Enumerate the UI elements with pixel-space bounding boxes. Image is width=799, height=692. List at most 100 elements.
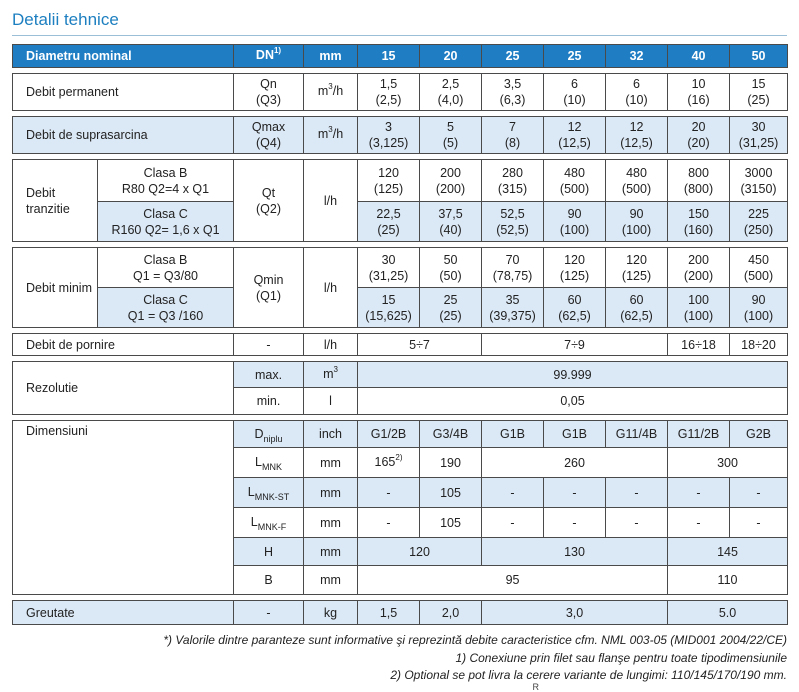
unit-cell: l/h <box>303 159 359 242</box>
value-cell: 145 <box>667 537 789 566</box>
value-cell: 105 <box>419 507 483 538</box>
symbol-cell: max. <box>233 361 305 388</box>
row-debit-suprasarcina: Debit de suprasarcina Qmax (Q4) m3/h 3 (3,… <box>11 116 789 154</box>
value-cell: 7÷9 <box>481 333 669 356</box>
value-cell: 90 (100) <box>543 201 607 242</box>
row-dim-dniplu: Dimensiuni Dniplu inch G1/2B G3/4B G1B G… <box>11 420 789 595</box>
header-col: 25 <box>481 44 545 68</box>
row-label: Debit de suprasarcina <box>11 116 235 154</box>
row-debit-tranzitie-b: Debit tranzitie Clasa B R80 Q2=4 x Q1 Qt (Q… <box>12 159 789 242</box>
value-cell: 15 (15,625) <box>357 287 421 328</box>
row-debit-pornire: Debit de pornire - l/h 5÷7 7÷9 16÷18 18÷… <box>11 333 789 356</box>
row-label: Rezolutie <box>11 361 235 415</box>
value-cell: 16÷18 <box>667 333 731 356</box>
row-debit-minim-b: Debit minim Clasa B Q1 = Q3/80 Qmin (Q1) l… <box>12 247 789 328</box>
unit-cell: mm <box>303 507 359 538</box>
value-cell: 105 <box>419 477 483 508</box>
unit-cell: l <box>303 387 359 415</box>
symbol-cell: Qn (Q3) <box>233 73 305 111</box>
symbol-cell: Dniplu <box>233 420 305 448</box>
row-label: Debit tranzitie <box>12 159 98 242</box>
symbol-cell: Qmax (Q4) <box>233 116 305 154</box>
header-col: 15 <box>357 44 421 68</box>
header-unit: mm <box>303 44 359 68</box>
symbol-cell: min. <box>233 387 305 415</box>
value-cell: 90 (100) <box>729 287 789 328</box>
header-col: 50 <box>729 44 789 68</box>
value-cell: 22,5 (25) <box>357 201 421 242</box>
symbol-cell: LMNK <box>233 447 305 478</box>
row-greutate: Greutate - kg 1,5 2,0 3,0 5.0 <box>11 600 789 625</box>
value-cell: 100 (100) <box>667 287 731 328</box>
value-cell: 120 (125) <box>357 159 421 202</box>
value-cell: 0,05 <box>357 387 789 415</box>
value-cell: 5.0 <box>667 600 789 625</box>
value-cell: 35 (39,375) <box>481 287 545 328</box>
header-col: 32 <box>605 44 669 68</box>
value-cell: 225 (250) <box>729 201 789 242</box>
unit-cell: mm <box>303 477 359 508</box>
row-rezolutie-min: min. l 0,05 <box>12 387 789 415</box>
class-b-label: Clasa B R80 Q2=4 x Q1 <box>96 159 235 202</box>
value-cell: 30 (31,25) <box>357 247 421 288</box>
symbol-cell: - <box>233 333 305 356</box>
footnote-1: 1) Conexiune prin filet sau flanşe pentr… <box>455 650 787 665</box>
value-cell: 6 (10) <box>605 73 669 111</box>
unit-cell: m3 <box>303 361 359 388</box>
value-cell: 120 <box>357 537 483 566</box>
value-cell: 70 (78,75) <box>481 247 545 288</box>
value-cell: 7 (8) <box>481 116 545 154</box>
value-cell: - <box>605 477 669 508</box>
value-cell: 6 (10) <box>543 73 607 111</box>
row-rezolutie-max: Rezolutie max. m3 99.999 <box>11 361 789 415</box>
value-cell: G2B <box>729 420 789 448</box>
value-cell: 20 (20) <box>667 116 731 154</box>
value-cell: G1/2B <box>357 420 421 448</box>
unit-cell: m3/h <box>303 116 359 154</box>
value-cell: 120 (125) <box>543 247 607 288</box>
symbol-cell: LMNK-F <box>233 507 305 538</box>
class-c-label: Clasa C R160 Q2= 1,6 x Q1 <box>96 201 235 242</box>
unit-cell: mm <box>303 537 359 566</box>
value-cell: 30 (31,25) <box>729 116 789 154</box>
class-c-label: Clasa C Q1 = Q3 /160 <box>96 287 235 328</box>
value-cell: 200 (200) <box>419 159 483 202</box>
unit-cell: m3/h <box>303 73 359 111</box>
value-cell: 120 (125) <box>605 247 669 288</box>
value-cell: 480 (500) <box>543 159 607 202</box>
header-col: 25 <box>543 44 607 68</box>
value-cell: G1B <box>543 420 607 448</box>
value-cell: - <box>729 477 789 508</box>
value-cell: 3 (3,125) <box>357 116 421 154</box>
symbol-cell: H <box>233 537 305 566</box>
value-cell: 1,5 <box>357 600 421 625</box>
row-label: Dimensiuni <box>11 420 235 595</box>
row-debit-tranzitie-c: Clasa C R160 Q2= 1,6 x Q1 22,5 (25) 37,5 (4… <box>12 201 789 242</box>
value-cell: - <box>481 477 545 508</box>
value-cell: 110 <box>667 565 789 595</box>
symbol-cell: Qmin (Q1) <box>233 247 305 328</box>
symbol-cell: LMNK-ST <box>233 477 305 508</box>
value-cell: 190 <box>419 447 483 478</box>
value-cell: 3000 (3150) <box>729 159 789 202</box>
value-cell: 18÷20 <box>729 333 789 356</box>
value-cell: 280 (315) <box>481 159 545 202</box>
value-cell: - <box>729 507 789 538</box>
unit-cell: inch <box>303 420 359 448</box>
value-cell: - <box>357 477 421 508</box>
footnote-asterisk: *) Valorile dintre paranteze sunt inform… <box>163 633 787 647</box>
value-cell: 200 (200) <box>667 247 731 288</box>
value-cell: - <box>481 507 545 538</box>
value-cell: - <box>357 507 421 538</box>
value-cell: 12 (12,5) <box>543 116 607 154</box>
value-cell: 480 (500) <box>605 159 669 202</box>
value-cell: 15 (25) <box>729 73 789 111</box>
value-cell: 1,5 (2,5) <box>357 73 421 111</box>
value-cell: - <box>543 507 607 538</box>
value-cell: 5 (5) <box>419 116 483 154</box>
value-cell: 12 (12,5) <box>605 116 669 154</box>
value-cell: 800 (800) <box>667 159 731 202</box>
header-col: 20 <box>419 44 483 68</box>
value-cell: 2,0 <box>419 600 483 625</box>
header-label: Diametru nominal <box>11 44 235 68</box>
